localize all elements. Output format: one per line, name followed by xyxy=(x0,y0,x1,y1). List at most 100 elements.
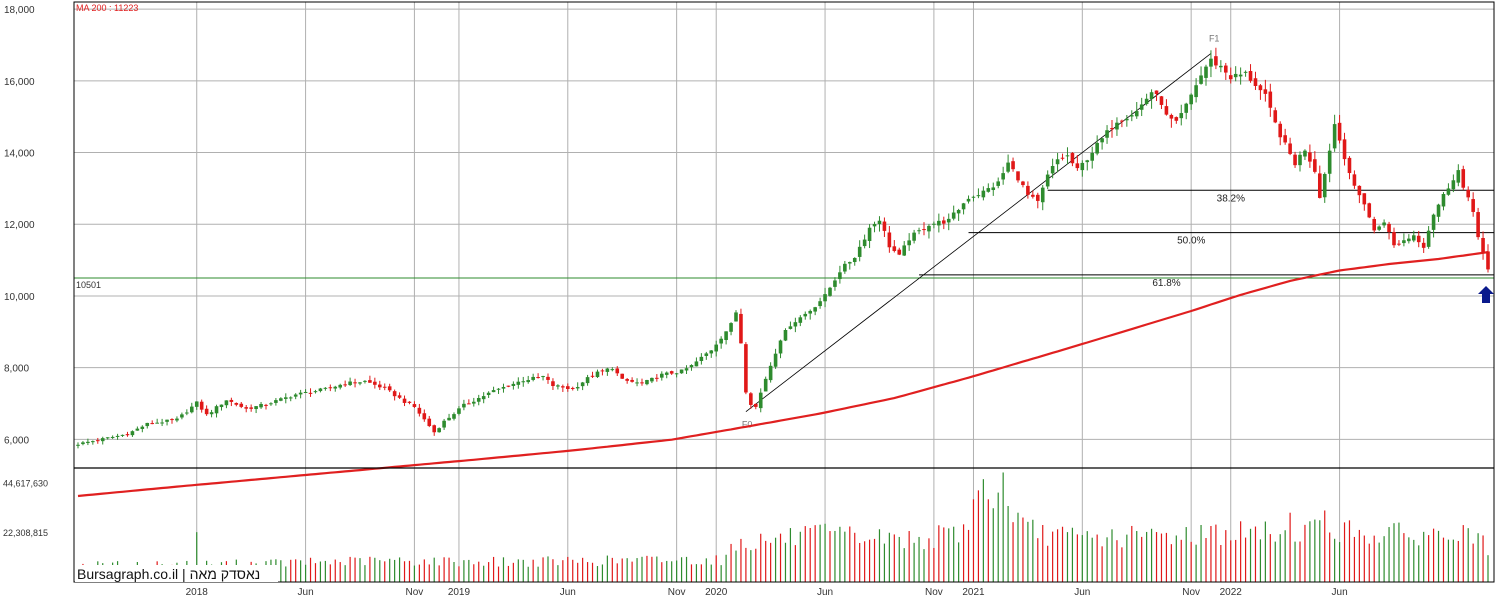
candle-body xyxy=(387,386,392,391)
candle-body xyxy=(823,294,827,302)
candle-body xyxy=(739,313,743,344)
candle-body xyxy=(1164,106,1169,115)
candle-body xyxy=(1209,58,1213,67)
candle-body xyxy=(655,377,659,379)
candle-body xyxy=(1263,89,1268,94)
candle-body xyxy=(1441,194,1446,207)
candle-body xyxy=(645,380,649,385)
candle-body xyxy=(1214,56,1218,66)
candle-body xyxy=(185,412,189,414)
candle-body xyxy=(1031,194,1035,197)
candle-body xyxy=(1204,66,1208,78)
candle-body xyxy=(1466,189,1471,198)
candle-body xyxy=(224,400,229,406)
candle-body xyxy=(1184,103,1189,113)
candle-body xyxy=(1283,135,1287,143)
candle-body xyxy=(1411,235,1416,241)
candle-body xyxy=(605,368,610,372)
candle-body xyxy=(580,382,585,387)
candle-body xyxy=(684,368,689,371)
date-tick-label: Nov xyxy=(925,587,943,598)
date-tick-label: Nov xyxy=(668,587,686,598)
price-tick-label: 18,000 xyxy=(4,5,35,16)
candle-body xyxy=(244,407,249,409)
candle-body xyxy=(937,220,941,226)
candle-body xyxy=(1278,123,1283,138)
volume-tick-label: 22,308,815 xyxy=(3,528,48,538)
candle-body xyxy=(234,402,239,405)
candle-body xyxy=(1045,174,1050,187)
candle-body xyxy=(1060,157,1065,159)
candle-body xyxy=(486,392,491,396)
candle-body xyxy=(135,428,140,431)
candle-body xyxy=(100,438,105,442)
candle-body xyxy=(214,406,219,414)
candle-body xyxy=(585,377,590,384)
candle-body xyxy=(1461,169,1466,188)
candle-body xyxy=(467,403,471,405)
candle-body xyxy=(452,414,456,419)
candle-body xyxy=(758,392,763,409)
candle-body xyxy=(358,382,362,384)
candle-body xyxy=(590,375,595,377)
candle-body xyxy=(279,398,283,401)
candle-body xyxy=(882,221,887,231)
candle-body xyxy=(471,401,476,404)
candle-body xyxy=(1238,74,1243,77)
fib-f1-label: F1 xyxy=(1209,33,1220,43)
candle-body xyxy=(1347,157,1352,174)
candle-body xyxy=(635,382,639,384)
candle-body xyxy=(457,408,461,414)
candle-body xyxy=(595,371,600,378)
candle-body xyxy=(180,414,184,418)
candle-body xyxy=(1372,219,1377,231)
candle-body xyxy=(956,209,961,214)
candle-body xyxy=(640,382,644,384)
candle-body xyxy=(269,403,273,405)
candle-body xyxy=(526,380,531,383)
panel-frames xyxy=(73,1,1495,583)
candle-body xyxy=(1080,162,1085,171)
candle-body xyxy=(150,423,155,425)
volume-axis: 22,308,815 44,617,630 xyxy=(3,478,48,538)
candle-body xyxy=(1129,115,1134,117)
candle-body xyxy=(412,404,417,407)
candle-body xyxy=(556,385,560,387)
candle-body xyxy=(1317,173,1322,198)
candle-body xyxy=(447,417,451,421)
candle-body xyxy=(293,394,298,397)
candle-body xyxy=(1120,120,1124,122)
watermark: Bursagraph.co.il | נאסדק מאה xyxy=(77,566,260,582)
candle-body xyxy=(1100,138,1104,143)
candle-body xyxy=(496,388,501,390)
date-tick-label: Nov xyxy=(406,587,424,598)
candle-body xyxy=(847,262,852,264)
candle-body xyxy=(377,384,382,388)
candle-body xyxy=(209,412,214,415)
candle-body xyxy=(170,419,174,421)
candle-body xyxy=(1115,122,1119,130)
candle-body xyxy=(1011,161,1015,170)
candle-body xyxy=(175,418,179,421)
candle-body xyxy=(531,376,535,380)
candle-body xyxy=(1199,75,1203,84)
candle-body xyxy=(808,310,813,314)
chart-frame xyxy=(73,1,1495,583)
candle-body xyxy=(303,391,308,393)
candle-body xyxy=(1075,163,1080,169)
candle-body xyxy=(402,398,407,403)
candle-body xyxy=(363,380,367,382)
candle-body xyxy=(912,232,916,241)
candle-body xyxy=(283,397,288,399)
candle-body xyxy=(86,441,90,444)
candle-body xyxy=(1436,204,1441,217)
candle-body xyxy=(1268,91,1273,108)
candle-body xyxy=(971,196,976,198)
candle-body xyxy=(600,370,605,372)
candle-body xyxy=(1228,75,1233,80)
candle-body xyxy=(773,353,778,367)
candle-body xyxy=(833,280,837,287)
date-tick-label: Jun xyxy=(1332,587,1348,598)
candle-body xyxy=(575,387,580,389)
candle-body xyxy=(570,387,575,389)
